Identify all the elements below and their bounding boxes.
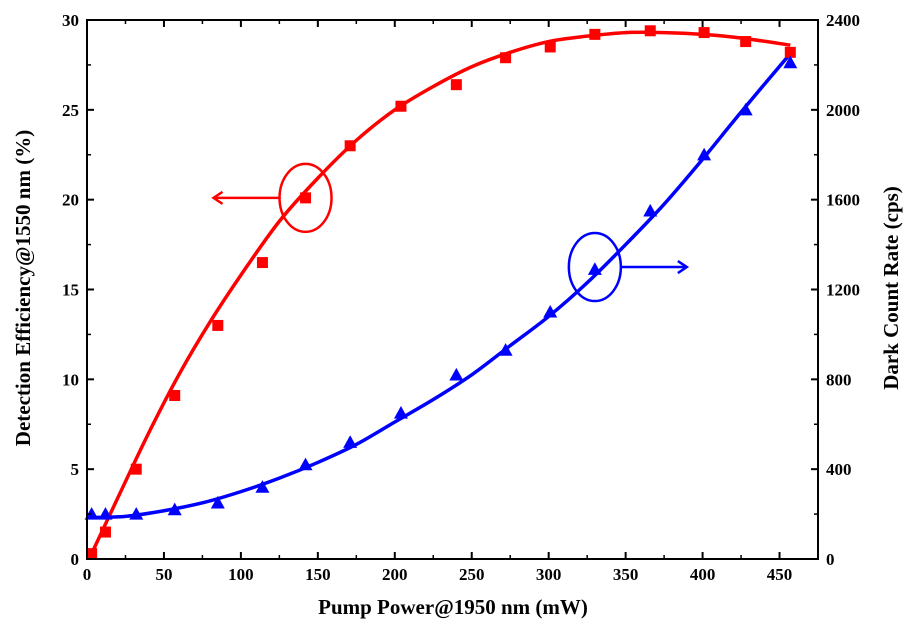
plot-frame: [86, 19, 819, 560]
point-square: [544, 41, 556, 53]
point-square: [256, 257, 268, 269]
y-right-tick-label: 800: [826, 370, 852, 389]
point-square: [450, 79, 462, 91]
y-right-tick-label: 400: [826, 460, 852, 479]
annotation-arrowhead-0: [211, 190, 224, 205]
point-triangle: [393, 406, 408, 419]
point-triangle: [738, 102, 753, 116]
point-square: [86, 548, 98, 560]
annotations: [211, 162, 690, 303]
point-triangle: [84, 507, 99, 520]
point-triangle: [697, 147, 712, 161]
ticks: 0 50 100 150 200 250 300 350 400 4500510152025300…: [62, 11, 860, 584]
data-points: [84, 25, 798, 560]
point-square: [130, 463, 142, 475]
point-triangle: [587, 262, 602, 275]
fit-curve-1: [91, 52, 792, 520]
y-left-tick-label: 10: [62, 370, 79, 389]
x-tick-label: 100: [228, 565, 254, 584]
point-triangle: [98, 507, 113, 520]
x-tick-label: 150: [305, 565, 331, 584]
point-square: [698, 27, 710, 39]
point-square: [169, 390, 181, 402]
point-triangle: [129, 507, 144, 520]
x-axis-title: Pump Power@1950 nm (mW): [318, 595, 588, 619]
point-square: [784, 46, 796, 58]
x-tick-label: 450: [767, 565, 793, 584]
y-left-tick-label: 5: [71, 460, 80, 479]
point-square: [500, 52, 512, 64]
fit-curve-0: [90, 30, 791, 555]
y-left-tick-label: 15: [62, 281, 79, 300]
point-triangle: [498, 343, 513, 356]
annotation-arrowhead-1: [677, 260, 690, 275]
y-left-tick-label: 30: [62, 11, 79, 30]
y-right-tick-label: 0: [826, 550, 835, 569]
point-triangle: [255, 480, 270, 493]
y-left-tick-label: 25: [62, 101, 79, 120]
y-right-axis-title: Dark Count Rate (cps): [879, 186, 903, 390]
x-tick-label: 200: [382, 565, 408, 584]
y-right-tick-label: 2000: [826, 101, 860, 120]
point-triangle: [449, 367, 464, 381]
y-left-axis-title: Detection Efficiency@1550 nm (%): [11, 130, 35, 446]
point-triangle: [210, 495, 225, 509]
y-right-tick-label: 1200: [826, 281, 860, 300]
point-triangle: [298, 457, 313, 471]
x-tick-label: 300: [536, 565, 562, 584]
y-right-tick-label: 1600: [826, 191, 860, 210]
point-triangle: [543, 304, 558, 318]
point-square: [395, 100, 407, 112]
point-square: [589, 28, 601, 40]
fit-curves: [90, 30, 792, 555]
point-square: [212, 319, 224, 331]
point-square: [644, 25, 656, 37]
y-left-tick-label: 20: [62, 191, 79, 210]
point-triangle: [783, 55, 798, 69]
x-tick-label: 400: [690, 565, 716, 584]
point-square: [344, 140, 356, 152]
point-triangle: [343, 435, 358, 448]
x-tick-label: 0: [83, 565, 92, 584]
y-right-tick-label: 2400: [826, 11, 860, 30]
point-square: [99, 526, 111, 538]
point-triangle: [167, 502, 182, 516]
x-tick-label: 250: [459, 565, 485, 584]
x-tick-label: 50: [155, 565, 172, 584]
point-square: [740, 36, 752, 48]
point-triangle: [643, 203, 658, 217]
point-square: [300, 192, 312, 204]
y-left-tick-label: 0: [71, 550, 80, 569]
x-tick-label: 350: [613, 565, 639, 584]
